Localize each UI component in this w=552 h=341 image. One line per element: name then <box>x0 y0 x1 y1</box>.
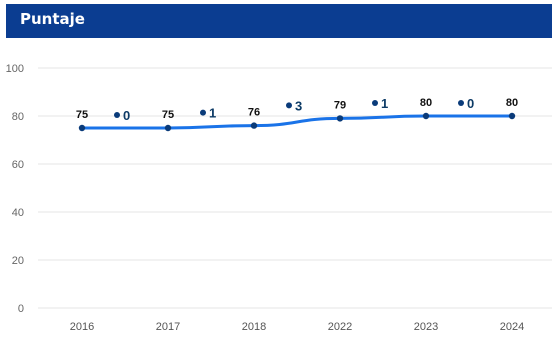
delta-label: 1 <box>381 96 388 111</box>
delta-marker <box>286 102 292 109</box>
data-point <box>422 112 430 120</box>
chart-header: Puntaje <box>6 4 552 38</box>
delta-marker <box>114 112 120 118</box>
x-tick-label: 2017 <box>156 321 180 333</box>
data-point <box>250 122 258 129</box>
y-tick-label: 0 <box>18 303 24 315</box>
data-point <box>336 115 344 122</box>
delta-label: 3 <box>295 98 302 113</box>
data-point <box>164 124 172 132</box>
data-label: 80 <box>506 97 518 109</box>
y-tick-label: 20 <box>12 255 24 267</box>
data-label: 80 <box>420 97 432 109</box>
data-label: 76 <box>248 107 260 119</box>
delta-marker <box>200 109 206 116</box>
data-label: 75 <box>76 109 88 121</box>
x-tick-label: 2024 <box>500 321 524 333</box>
delta-label: 0 <box>123 108 130 123</box>
y-tick-label: 60 <box>12 159 24 171</box>
x-tick-label: 2018 <box>242 321 266 333</box>
x-tick-label: 2022 <box>328 321 352 333</box>
data-label: 75 <box>162 109 174 121</box>
y-tick-label: 80 <box>12 111 24 123</box>
series-line <box>80 114 514 130</box>
y-tick-label: 40 <box>12 207 24 219</box>
data-point <box>508 112 516 120</box>
chart-title: Puntaje <box>20 10 85 28</box>
x-tick-label: 2023 <box>414 321 438 333</box>
delta-marker <box>458 100 464 106</box>
y-tick-label: 100 <box>6 63 24 75</box>
chart-area: 0 20 40 60 80 100 2016 2017 2018 2022 2023 2024 75 75… <box>0 40 552 336</box>
delta-label: 0 <box>467 96 474 111</box>
delta-label: 1 <box>209 106 216 121</box>
delta-marker <box>372 100 378 106</box>
data-point <box>78 124 86 132</box>
data-label: 79 <box>334 99 346 111</box>
x-tick-label: 2016 <box>70 321 94 333</box>
